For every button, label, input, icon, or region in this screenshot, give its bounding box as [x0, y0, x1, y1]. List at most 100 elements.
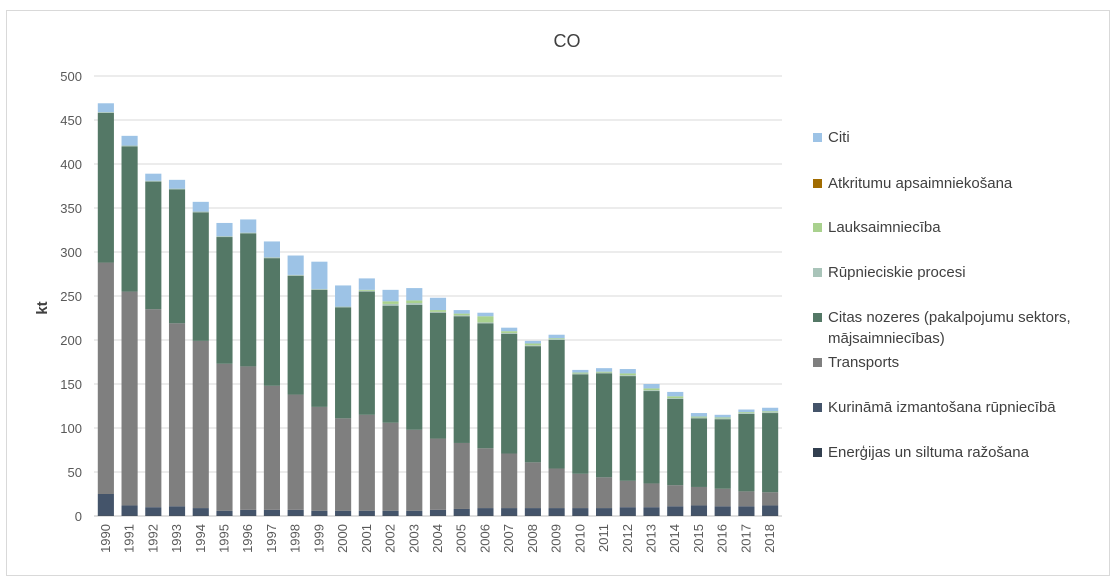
bar-segment	[287, 274, 304, 276]
x-tick-label: 2005	[454, 524, 469, 553]
bar-segment	[524, 343, 541, 346]
bar-segment	[572, 372, 589, 374]
bar-segment	[406, 304, 423, 430]
bar-segment	[358, 510, 375, 516]
y-tick-label: 200	[60, 333, 82, 348]
bar-segment	[240, 366, 257, 510]
legend-label: Citas nozeres (pakalpojumu sektors, mājs…	[828, 309, 1071, 347]
bar-segment	[501, 331, 518, 333]
bar-segment	[477, 448, 494, 509]
bar-segment	[382, 303, 399, 306]
bar-segment	[762, 411, 779, 413]
x-tick-label: 2015	[691, 524, 706, 553]
bar-segment	[121, 515, 138, 516]
bar-segment	[572, 508, 589, 516]
bar-segment	[596, 372, 613, 374]
bar-segment	[596, 373, 613, 478]
legend-label: Atkritumu apsaimniekošana	[828, 175, 1013, 192]
bar-segment	[263, 515, 280, 516]
y-tick-label: 350	[60, 201, 82, 216]
bar-segment	[429, 509, 447, 516]
bar-segment	[263, 509, 280, 516]
bar-segment	[311, 261, 328, 289]
legend-item-lauksaimnieciba: Lauksaimniecība	[813, 217, 1112, 238]
bar-segment	[216, 363, 233, 511]
bar-segment	[548, 515, 565, 516]
bar-segment	[477, 323, 494, 449]
bar-segment	[714, 506, 731, 516]
bar-segment	[406, 303, 423, 305]
bar-segment	[311, 515, 328, 516]
bar-segment	[690, 505, 708, 516]
bar-segment	[548, 340, 565, 469]
bar-segment	[738, 491, 755, 507]
bar-segment	[548, 339, 565, 340]
x-tick-label: 1997	[264, 524, 279, 553]
bar-segment	[501, 508, 518, 516]
x-tick-label: 2011	[596, 524, 611, 552]
bar-segment	[714, 417, 731, 419]
bar-segment	[287, 515, 304, 516]
bar-segment	[145, 309, 162, 508]
bar-segment	[572, 373, 589, 375]
bar-segment	[762, 505, 779, 516]
bar-segment	[382, 510, 399, 516]
bar-segment	[453, 310, 470, 314]
bar-segment	[619, 480, 636, 508]
bar-segment	[477, 316, 494, 323]
bar-segment	[596, 508, 613, 516]
x-tick-label: 1992	[145, 524, 160, 553]
bar-segment	[240, 233, 257, 367]
bar-segment	[596, 371, 613, 373]
bar-segment	[335, 510, 352, 516]
bar-segment	[145, 507, 162, 516]
bar-segment	[406, 288, 423, 301]
bar-segment	[97, 112, 114, 113]
y-tick-label: 250	[60, 289, 82, 304]
legend-label: Citi	[828, 129, 850, 146]
bar-segment	[168, 506, 186, 516]
bar-segment	[311, 289, 328, 407]
x-tick-label: 1998	[288, 524, 303, 553]
y-tick-label: 0	[75, 509, 82, 524]
bar-segment	[335, 306, 352, 308]
bar-segment	[501, 327, 518, 332]
bar-segment	[382, 305, 399, 423]
x-tick-label: 2010	[572, 524, 587, 553]
bar-segment	[406, 515, 423, 516]
bar-segment	[97, 112, 114, 263]
bar-segment	[453, 315, 470, 317]
x-tick-label: 2000	[335, 524, 350, 553]
legend-item-citi: Citi	[813, 127, 1112, 148]
x-tick-label: 1993	[169, 524, 184, 553]
bar-segment	[168, 323, 186, 507]
bar-segment	[97, 515, 114, 516]
chart-title: CO	[554, 31, 581, 51]
bar-segment	[572, 374, 589, 474]
legend-swatch	[813, 223, 822, 232]
bar-segment	[121, 146, 138, 292]
bar-segment	[192, 340, 209, 509]
bar-segment	[738, 409, 755, 413]
bar-segment	[619, 507, 636, 516]
bar-segment	[643, 515, 660, 516]
bar-segment	[619, 369, 636, 374]
bar-segment	[382, 422, 399, 511]
bar-segment	[501, 453, 518, 509]
bar-segment	[240, 219, 257, 233]
bar-segment	[690, 416, 708, 418]
bar-segment	[667, 515, 684, 516]
bar-segment	[690, 413, 708, 417]
bar-segment	[97, 103, 114, 113]
bar-segment	[263, 258, 280, 386]
bar-segment	[643, 388, 660, 391]
bar-segment	[524, 462, 541, 509]
bar-segment	[762, 407, 779, 412]
bar-segment	[287, 394, 304, 510]
bar-segment	[311, 406, 328, 511]
x-tick-label: 2006	[477, 524, 492, 553]
x-tick-label: 2013	[644, 524, 659, 553]
bar-segment	[619, 515, 636, 516]
bar-segment	[738, 413, 755, 492]
bar-segment	[643, 507, 660, 516]
